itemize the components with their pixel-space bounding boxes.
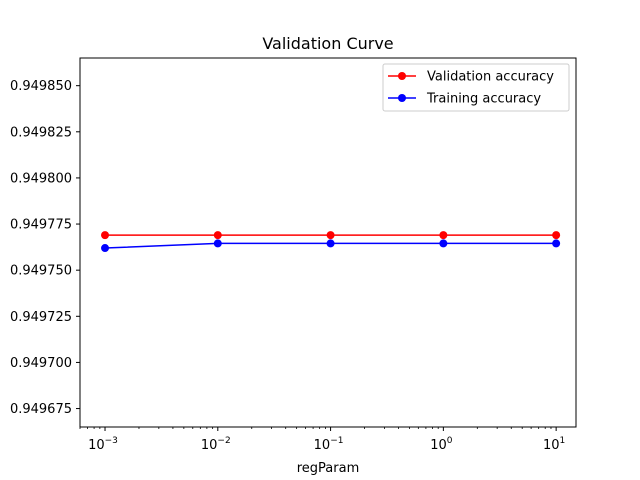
legend-label: Training accuracy	[426, 92, 541, 107]
legend-marker	[398, 72, 406, 80]
x-tick-label: 10−1	[314, 436, 344, 453]
y-tick-label: 0.949725	[10, 310, 72, 325]
data-point	[101, 231, 110, 240]
x-tick-label: 10−2	[201, 436, 231, 453]
y-tick-label: 0.949800	[10, 171, 72, 186]
x-tick-label: 10−3	[88, 436, 118, 453]
legend-marker	[398, 94, 406, 102]
y-tick-label: 0.949700	[10, 356, 72, 371]
plot-area	[101, 231, 561, 253]
y-axis: 0.949675 0.949700 0.949725 0.949750 0.949775…	[10, 79, 80, 417]
x-tick-label: 100	[430, 436, 453, 453]
y-tick-label: 0.949775	[10, 218, 72, 233]
data-point	[213, 239, 222, 248]
chart-title: Validation Curve	[262, 34, 393, 53]
x-axis-label: regParam	[297, 461, 360, 476]
y-tick-label: 0.949850	[10, 79, 72, 94]
data-point	[552, 231, 561, 240]
data-point	[439, 231, 448, 240]
legend-box	[382, 63, 570, 112]
data-point	[552, 239, 561, 248]
y-tick-label: 0.949750	[10, 264, 72, 279]
data-point	[101, 244, 110, 253]
data-point	[439, 239, 448, 248]
data-point	[213, 231, 222, 240]
data-point	[326, 231, 335, 240]
y-tick-label: 0.949825	[10, 125, 72, 140]
y-tick-label: 0.949675	[10, 402, 72, 417]
plot-frame	[79, 57, 577, 428]
data-point	[326, 239, 335, 248]
x-axis: 10−3 10−2 10−1 100 101	[79, 427, 565, 453]
x-tick-label: 101	[543, 436, 565, 453]
legend: Validation accuracy Training accuracy	[382, 63, 570, 112]
legend-label: Validation accuracy	[427, 70, 554, 85]
